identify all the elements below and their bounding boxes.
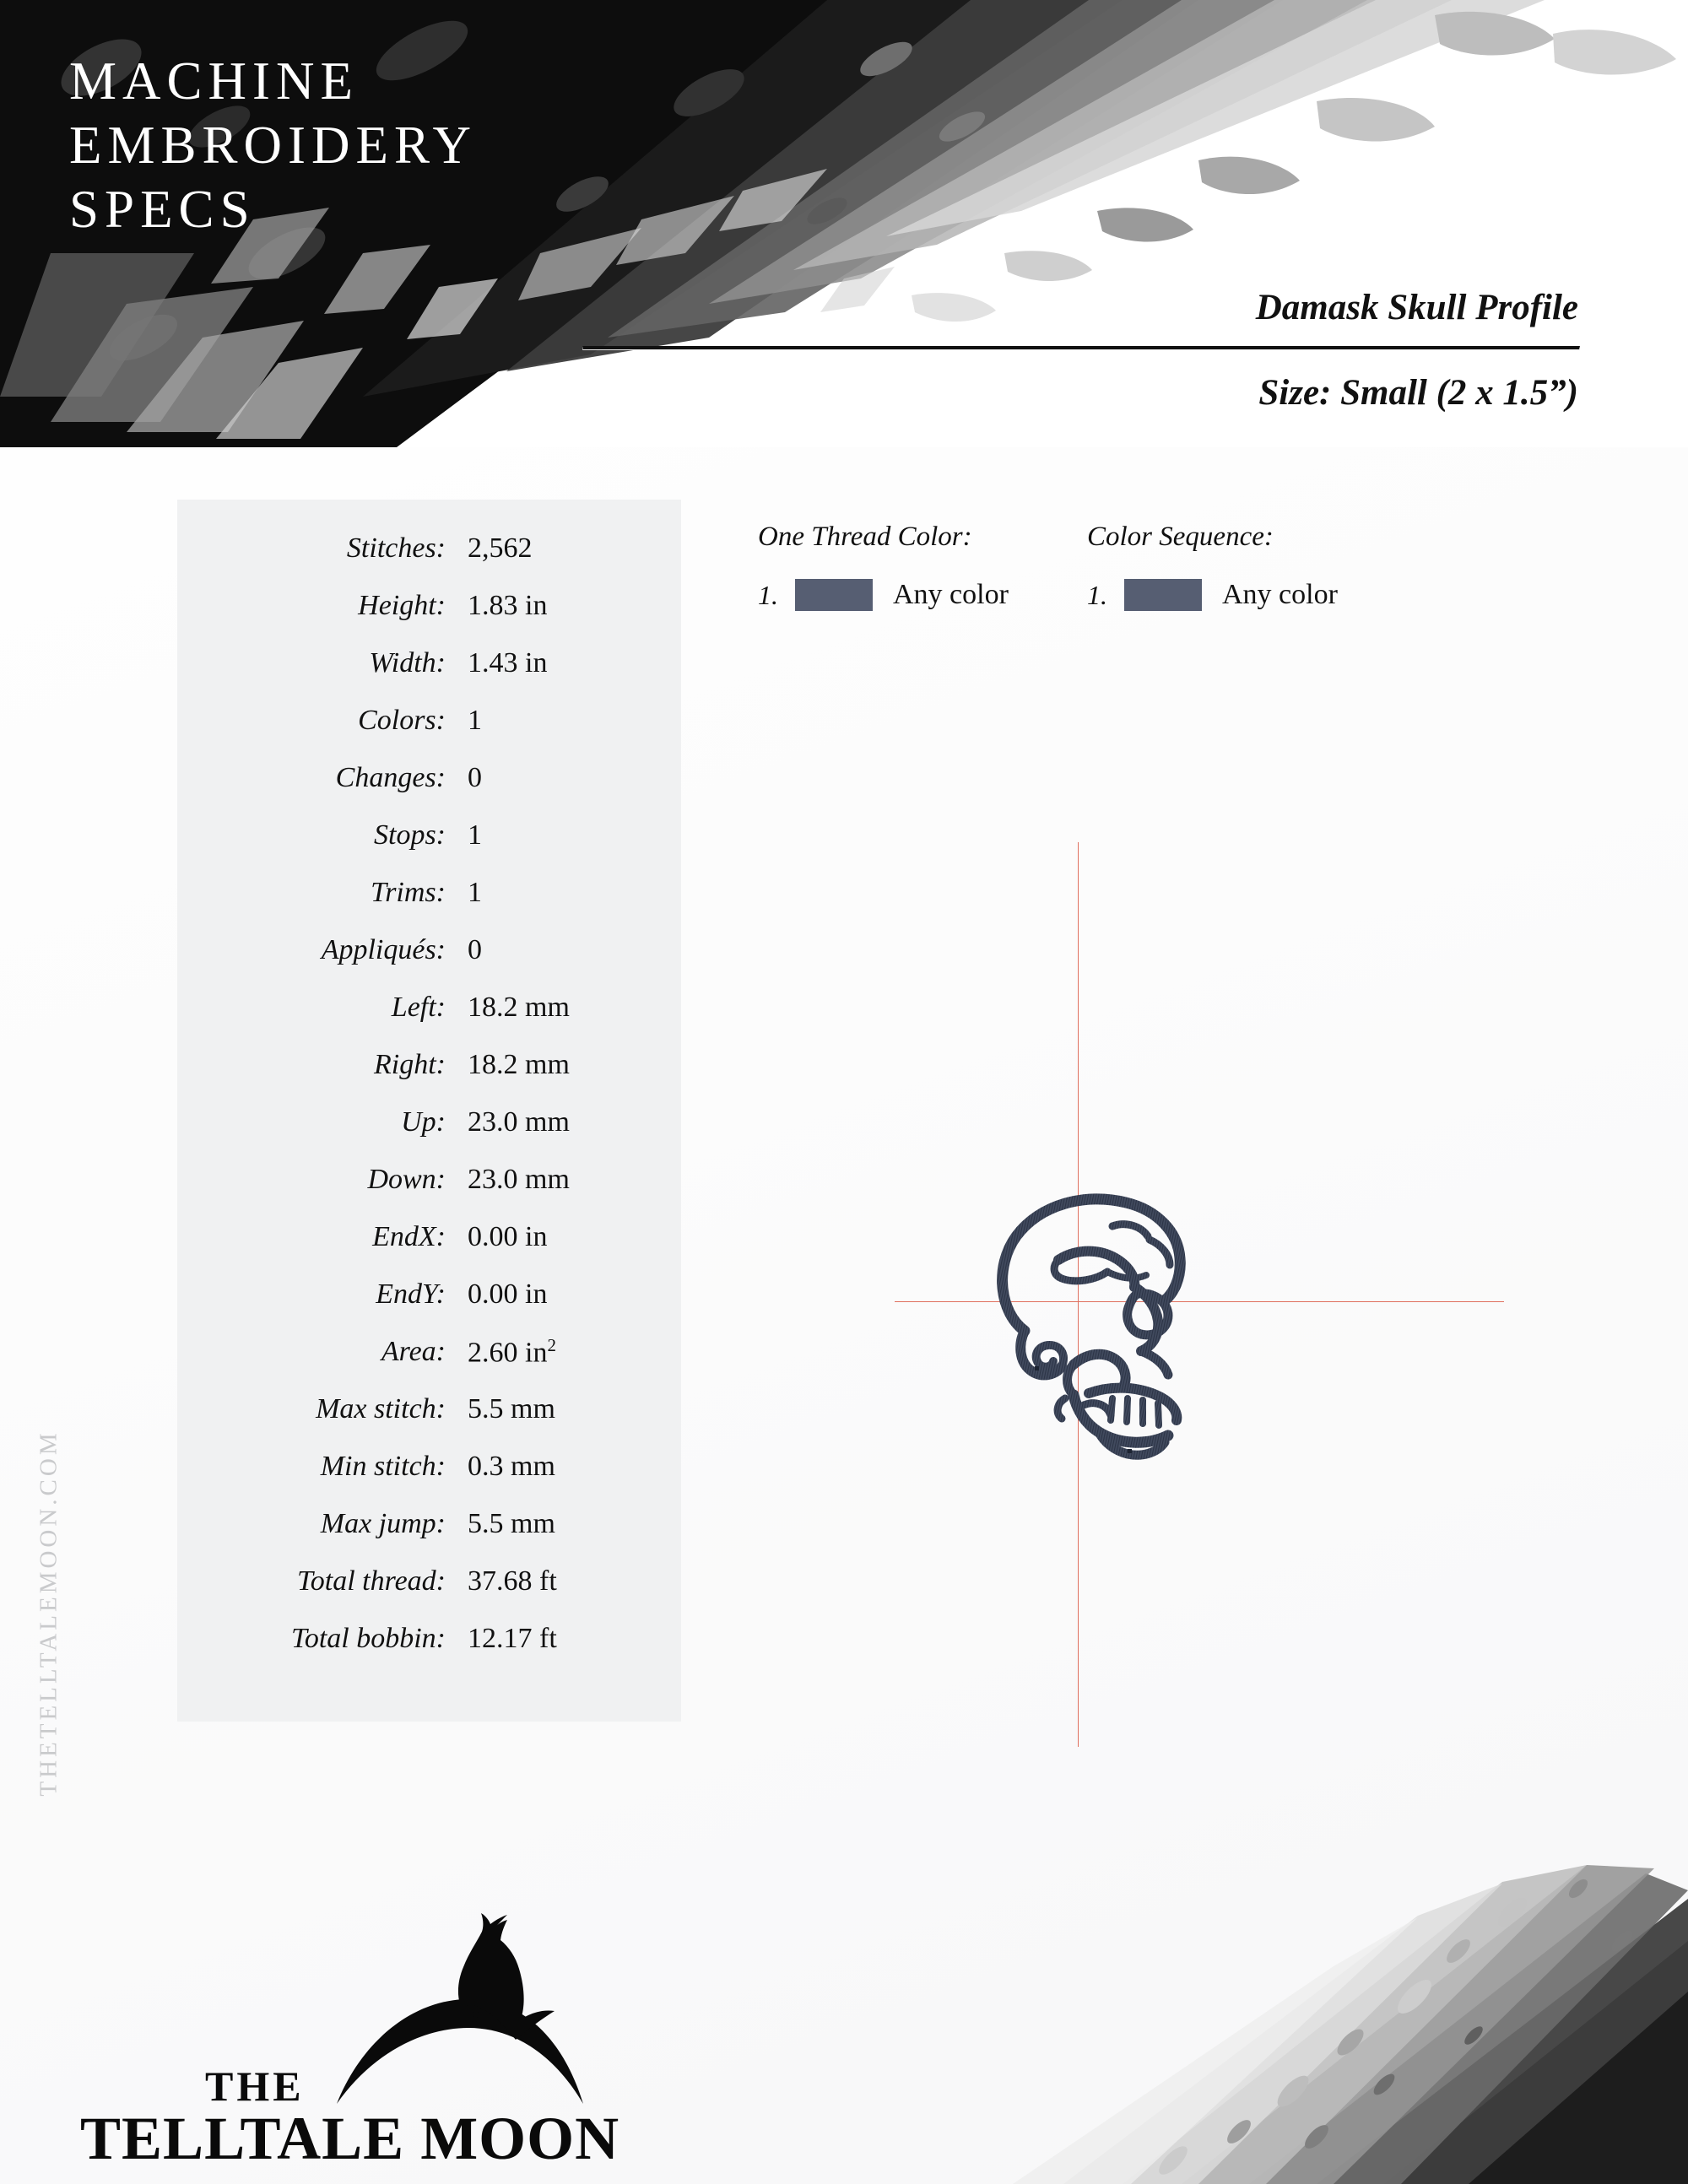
spec-label: Left:	[391, 992, 446, 1023]
table-row: Width: 1.43 in	[177, 635, 681, 692]
spec-label: Down:	[367, 1164, 446, 1195]
spec-label: Changes:	[335, 762, 446, 793]
design-heading: Damask Skull Profile Size: Small (2 x 1.…	[582, 285, 1580, 416]
spec-value: 37.68 ft	[468, 1565, 557, 1597]
spec-label: Max stitch:	[316, 1393, 446, 1424]
sequence-color-label: Any color	[1222, 579, 1338, 610]
spec-value: 0.00 in	[468, 1279, 548, 1310]
spec-value-superscript: 2	[547, 1334, 556, 1355]
table-row: Left: 18.2 mm	[177, 979, 681, 1036]
page-title-line-1: MACHINE	[69, 51, 359, 111]
spec-value: 18.2 mm	[468, 1049, 570, 1080]
design-divider	[582, 346, 1580, 350]
table-row: Changes: 0	[177, 749, 681, 807]
spec-value: 1	[468, 819, 482, 851]
sequence-color-swatch	[1124, 579, 1202, 611]
header-camo-banner	[0, 0, 1688, 447]
table-row: Max stitch: 5.5 mm	[177, 1381, 681, 1438]
damask-skull-profile-stitch-preview	[947, 1152, 1217, 1481]
spec-label: Up:	[401, 1106, 446, 1138]
spec-value: 18.2 mm	[468, 992, 570, 1023]
color-sequence-heading: Color Sequence:	[1087, 522, 1274, 552]
sequence-entry-index: 1.	[1087, 579, 1107, 610]
specs-table: Stitches: 2,562 Height: 1.83 in Width: 1.43…	[177, 520, 681, 1668]
logo-the-text: THE	[205, 2062, 305, 2110]
spec-label: Max jump:	[320, 1508, 446, 1539]
site-url-watermark: THETELLTALEMOON.COM	[35, 1430, 62, 1797]
one-thread-color-column: One Thread Color: 1. Any color	[758, 520, 1009, 611]
spec-label: Stops:	[374, 819, 446, 851]
logo-name-text: TELLTALE MOON	[80, 2105, 620, 2172]
spec-value: 2.60 in2	[468, 1323, 681, 1381]
thread-color-entry: 1. Any color	[758, 579, 1009, 611]
table-row: Total thread: 37.68 ft	[177, 1553, 681, 1610]
table-row: Stops: 1	[177, 807, 681, 864]
spec-label: Trims:	[371, 877, 446, 908]
spec-value: 0.00 in	[468, 1221, 548, 1252]
table-row: Total bobbin: 12.17 ft	[177, 1610, 681, 1668]
table-row: Appliqués: 0	[177, 922, 681, 979]
spec-label: Right:	[374, 1049, 446, 1080]
page-title: MACHINE EMBROIDERY SPECS	[69, 49, 879, 241]
design-size: Size: Small (2 x 1.5”)	[1258, 373, 1578, 413]
spec-label: Width:	[369, 647, 446, 678]
spec-value: 2,562	[468, 532, 533, 564]
spec-label: Min stitch:	[320, 1451, 446, 1482]
table-row: EndY: 0.00 in	[177, 1266, 681, 1323]
table-row: Stitches: 2,562	[177, 520, 681, 577]
brand-logo: THE TELLTALE MOON	[80, 1861, 696, 2172]
spec-value: 1.83 in	[468, 590, 548, 621]
crow-on-moon-icon	[333, 1905, 587, 2116]
spec-label: EndY:	[376, 1279, 446, 1310]
one-thread-color-heading: One Thread Color:	[758, 522, 972, 552]
table-row: Colors: 1	[177, 692, 681, 749]
spec-value: 12.17 ft	[468, 1623, 557, 1654]
spec-label: Total bobbin:	[291, 1623, 446, 1654]
table-row: Down: 23.0 mm	[177, 1151, 681, 1208]
spec-value: 0.3 mm	[468, 1451, 555, 1482]
crosshair-vertical-guide	[1078, 842, 1079, 1747]
spec-label: Area:	[381, 1336, 446, 1367]
color-sequence-column: Color Sequence: 1. Any color	[1087, 520, 1338, 611]
thread-color-swatch	[795, 579, 873, 611]
footer-camo-banner	[912, 1840, 1688, 2184]
spec-label: Stitches:	[346, 532, 446, 564]
spec-label: Colors:	[358, 705, 446, 736]
spec-value: 23.0 mm	[468, 1164, 570, 1195]
table-row: Up: 23.0 mm	[177, 1094, 681, 1151]
design-name: Damask Skull Profile	[1255, 288, 1578, 327]
spec-value: 5.5 mm	[468, 1508, 555, 1539]
spec-label: Height:	[358, 590, 446, 621]
spec-value: 1.43 in	[468, 647, 548, 678]
specs-table-body: Stitches: 2,562 Height: 1.83 in Width: 1.43…	[177, 520, 681, 1668]
table-row: EndX: 0.00 in	[177, 1208, 681, 1266]
page-title-line-3: SPECS	[69, 180, 256, 239]
spec-value: 5.5 mm	[468, 1393, 555, 1424]
thread-entry-index: 1.	[758, 579, 778, 610]
table-row: Area: 2.60 in2	[177, 1323, 681, 1381]
page-title-line-2: EMBROIDERY	[69, 116, 478, 175]
spec-value: 1	[468, 877, 482, 908]
thread-color-label: Any color	[893, 579, 1009, 610]
color-sequence-entry: 1. Any color	[1087, 579, 1338, 611]
specs-panel: Stitches: 2,562 Height: 1.83 in Width: 1.43…	[177, 500, 681, 1722]
table-row: Height: 1.83 in	[177, 577, 681, 635]
spec-label: Appliqués:	[321, 934, 446, 965]
table-row: Right: 18.2 mm	[177, 1036, 681, 1094]
spec-label: Total thread:	[296, 1565, 446, 1597]
table-row: Trims: 1	[177, 864, 681, 922]
crosshair-horizontal-guide	[895, 1301, 1504, 1302]
spec-value: 1	[468, 705, 482, 736]
spec-value: 0	[468, 934, 482, 965]
design-preview-area	[844, 802, 1519, 1747]
spec-value: 0	[468, 762, 482, 793]
table-row: Max jump: 5.5 mm	[177, 1495, 681, 1553]
spec-value-text: 2.60 in	[468, 1337, 548, 1369]
table-row: Min stitch: 0.3 mm	[177, 1438, 681, 1495]
spec-value: 23.0 mm	[468, 1106, 570, 1138]
spec-label: EndX:	[372, 1221, 446, 1252]
